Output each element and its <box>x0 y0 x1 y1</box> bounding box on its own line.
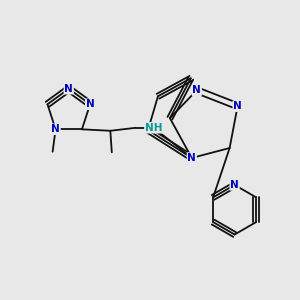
Text: N: N <box>233 101 242 111</box>
Text: N: N <box>230 180 239 190</box>
Text: N: N <box>86 99 94 109</box>
Text: N: N <box>51 124 60 134</box>
Text: N: N <box>64 84 73 94</box>
Text: N: N <box>188 153 196 163</box>
Text: NH: NH <box>145 123 162 133</box>
Text: N: N <box>192 85 201 95</box>
